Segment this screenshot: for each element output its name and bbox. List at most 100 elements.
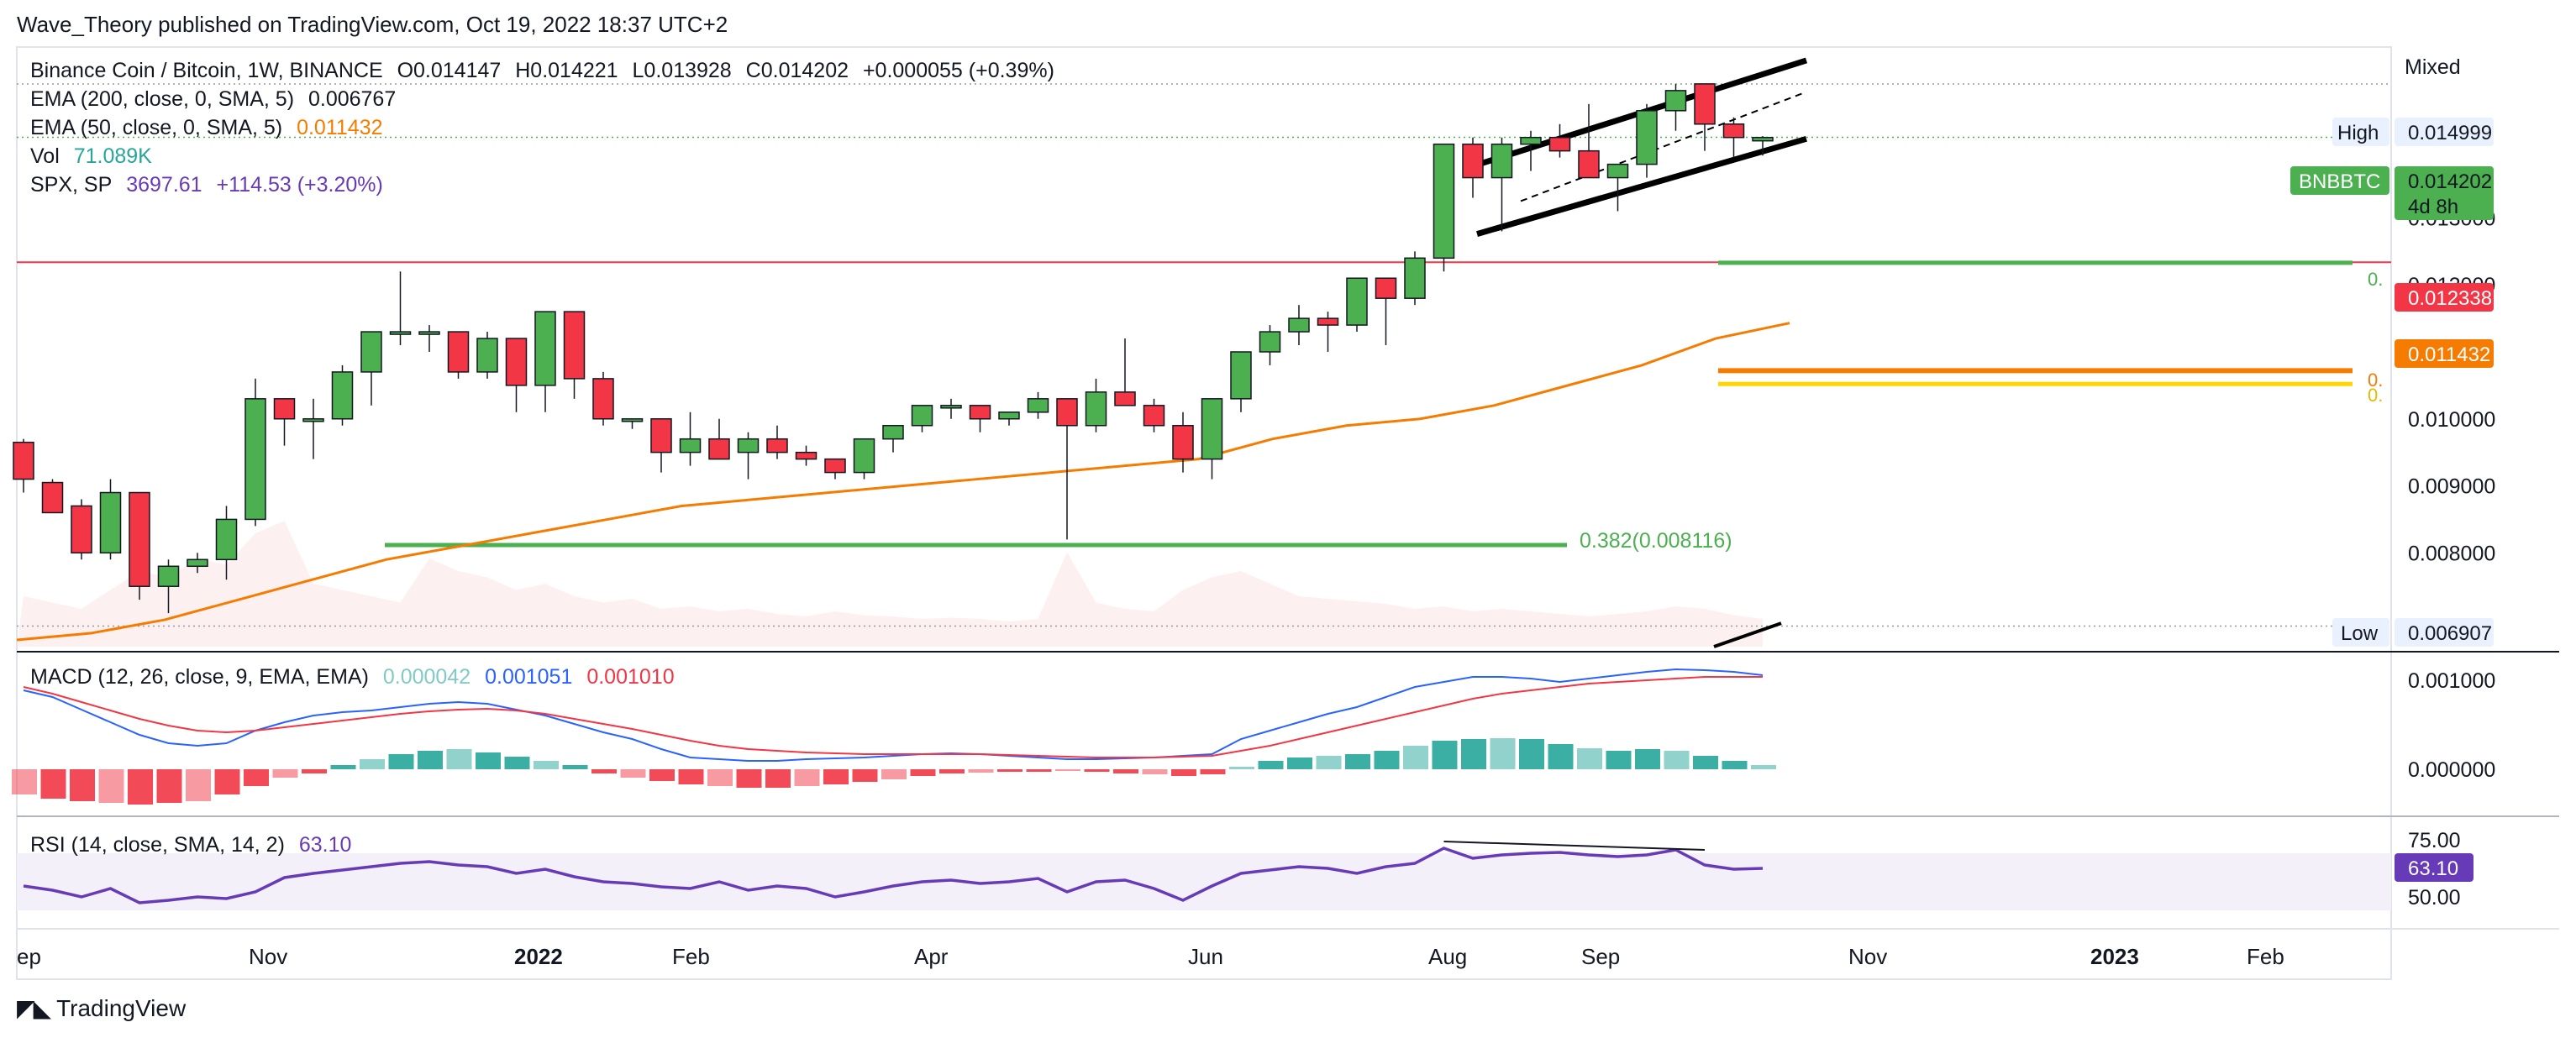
- candle: [882, 424, 904, 453]
- candle-body: [940, 405, 962, 409]
- rsi-band: [17, 853, 2391, 910]
- candle-body: [563, 311, 586, 380]
- macd-hist-bar: [1374, 751, 1400, 769]
- low-value-tag: [2395, 618, 2494, 647]
- legend-spx: SPX, SP 3697.61 +114.53 (+3.20%): [30, 173, 392, 197]
- candle-body: [795, 451, 817, 460]
- candle: [71, 499, 92, 560]
- ema50-label: EMA (50, close, 0, SMA, 5): [30, 116, 283, 139]
- macd-hist-bar: [1084, 769, 1110, 772]
- candle: [1143, 398, 1165, 432]
- candle-body: [1752, 136, 1774, 142]
- candle-body: [99, 491, 122, 554]
- candle-body: [1172, 424, 1194, 460]
- time-tick-label: ep: [17, 944, 41, 969]
- low-tag: [2332, 618, 2389, 647]
- macd-hist-bar: [823, 769, 849, 784]
- candle-body: [389, 331, 412, 335]
- candle-body: [650, 418, 672, 453]
- candle: [824, 458, 846, 480]
- fib-cut-top: 0.: [2368, 269, 2383, 290]
- fib-382-label: 0.382(0.008116): [1580, 529, 1732, 553]
- macd-hist-bar: [186, 769, 211, 801]
- high-value: 0.014999: [2408, 122, 2492, 144]
- macd-hist-bar: [1635, 749, 1660, 769]
- macd-hist-bar: [1200, 769, 1226, 774]
- time-tick-label: 2022: [514, 944, 563, 969]
- candle: [1548, 123, 1571, 158]
- candle-body: [1606, 163, 1629, 179]
- scale-mode-button[interactable]: Mixed: [2405, 55, 2461, 79]
- candle: [1172, 412, 1194, 473]
- macd-hist-bar: [1432, 741, 1458, 769]
- candle-body: [41, 481, 64, 514]
- fib-cut-low: 0.: [2368, 385, 2383, 406]
- candle-body: [215, 518, 238, 561]
- macd-hist-bar: [128, 769, 153, 805]
- candle: [679, 412, 702, 466]
- candle-body: [187, 558, 208, 568]
- rsi-divergence-line: [1443, 841, 1706, 851]
- candle: [1288, 305, 1310, 346]
- macd-hist-bar: [1577, 748, 1602, 769]
- candle-body: [679, 438, 702, 453]
- candle: [1056, 398, 1078, 540]
- time-tick-label: Apr: [914, 944, 949, 969]
- candle-body: [1230, 351, 1252, 400]
- macd-hist-bar: [939, 769, 965, 773]
- macd-hist-bar: [910, 769, 936, 776]
- candle: [389, 271, 412, 346]
- candle: [969, 405, 991, 432]
- candle: [1201, 398, 1223, 480]
- candle: [360, 331, 382, 406]
- legend-ema50: EMA (50, close, 0, SMA, 5) 0.011432: [30, 116, 392, 140]
- candle: [1346, 277, 1368, 333]
- candle-body: [882, 424, 904, 440]
- macd-hist-bar: [70, 769, 95, 801]
- candle: [1664, 83, 1687, 131]
- low-label: Low: [2341, 622, 2379, 645]
- candle-body: [1085, 391, 1107, 427]
- candle-body: [1664, 90, 1687, 112]
- candle-body: [1490, 143, 1513, 179]
- volume-fill: [17, 521, 1763, 647]
- macd-hist-bar: [678, 769, 704, 784]
- high-value-tag: [2395, 118, 2494, 146]
- macd-value: 0.001051: [485, 665, 573, 689]
- macd-hist-bar: [1171, 769, 1196, 776]
- red-marker-tag: [2395, 283, 2494, 312]
- macd-hist-bar: [765, 769, 791, 788]
- macd-hist-bar: [794, 769, 820, 786]
- ema200-value: 0.006767: [308, 87, 397, 111]
- footer-brand: ◤◣ TradingView: [17, 994, 186, 1022]
- time-tick-label: Nov: [249, 944, 287, 969]
- candle: [505, 338, 528, 412]
- legend-vol: Vol 71.089K: [30, 144, 160, 169]
- candle-body: [824, 458, 846, 474]
- candle-body: [1114, 391, 1136, 406]
- candle-body: [1462, 143, 1484, 179]
- macd-hist-bar: [1287, 758, 1312, 769]
- channel-mid: [1520, 91, 1807, 202]
- time-tick-label: Nov: [1848, 944, 1887, 969]
- macd-hist-bar: [1751, 765, 1776, 769]
- candle-body: [534, 311, 556, 386]
- candle-body: [1520, 136, 1542, 145]
- rsi-label: RSI (14, close, SMA, 14, 2): [30, 833, 285, 857]
- macd-hist-bar: [1403, 746, 1428, 769]
- tradingview-logo-icon: ◤◣: [17, 995, 51, 1021]
- candles: [13, 83, 1774, 614]
- rsi-value: 63.10: [298, 833, 352, 857]
- candle-body: [157, 565, 180, 587]
- macd-hist-bar: [388, 754, 414, 769]
- channel-lower: [1476, 135, 1807, 237]
- macd-hist-bar: [1519, 739, 1544, 769]
- candle-body: [737, 438, 760, 453]
- macd-hist-bar: [1055, 769, 1080, 771]
- macd-hist-bar: [476, 752, 501, 769]
- candle: [650, 418, 672, 473]
- candle: [853, 438, 875, 480]
- candle: [187, 553, 208, 574]
- candle: [157, 559, 180, 614]
